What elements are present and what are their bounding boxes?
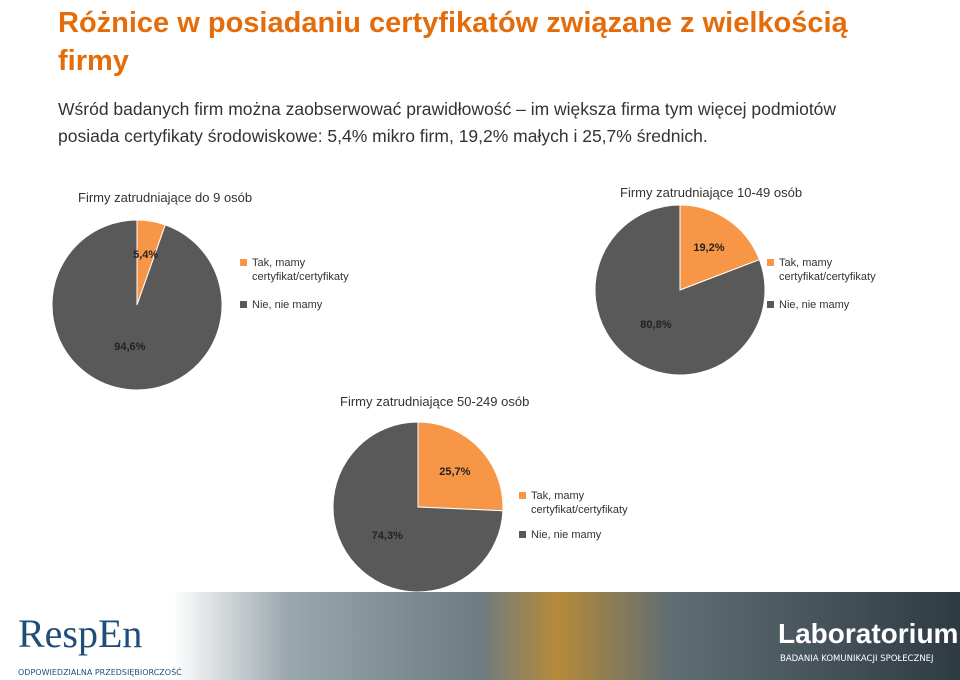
data-label: 25,7% — [439, 465, 471, 478]
data-label: 80,8% — [640, 319, 672, 331]
data-label: 94,6% — [114, 340, 146, 353]
left-logo: RespEn — [18, 611, 143, 656]
legend-swatch — [519, 531, 526, 538]
data-label: 19,2% — [693, 241, 725, 254]
right-tagline: BADANIA KOMUNIKACJI SPOŁECZNEJ — [780, 654, 934, 664]
right-logo: Laboratorium — [778, 618, 959, 649]
legend-label: Tak, mamy certyfikat/certyfikaty — [240, 256, 387, 284]
legend-label: Tak, mamy certyfikat/certyfikaty — [519, 489, 666, 517]
legend-label: Tak, mamy certyfikat/certyfikaty — [767, 256, 914, 284]
pie-slice — [332, 421, 504, 593]
chart-title: Firmy zatrudniające 50-249 osób — [340, 394, 530, 409]
legend-label: Nie, nie mamy — [767, 298, 914, 312]
legend-swatch — [240, 259, 247, 266]
chart-title: Firmy zatrudniające do 9 osób — [78, 190, 253, 205]
legend-swatch — [767, 259, 774, 266]
pie-slice — [417, 421, 504, 512]
legend-swatch — [767, 301, 774, 308]
legend-swatch — [519, 492, 526, 499]
data-label: 74,3% — [371, 530, 403, 543]
left-tagline: ODPOWIEDZIALNA PRZEDSIĘBIORCZOŚĆ — [18, 668, 182, 677]
slide-title: Różnice w posiadaniu certyfikatów związa… — [58, 7, 848, 77]
data-label: 5,4% — [133, 248, 159, 261]
legend-swatch — [240, 301, 247, 308]
pie-slice — [51, 219, 223, 391]
pie-slice — [679, 204, 761, 291]
legend-label: Nie, nie mamy — [240, 298, 387, 312]
slide-subtitle: Wśród badanych firm można zaobserwować p… — [58, 99, 837, 146]
chart-title: Firmy zatrudniające 10-49 osób — [620, 185, 803, 200]
pie-slice — [594, 204, 766, 376]
legend-label: Nie, nie mamy — [519, 528, 666, 542]
footer: RespEn ODPOWIEDZIALNA PRZEDSIĘBIORCZOŚĆ … — [0, 592, 960, 680]
